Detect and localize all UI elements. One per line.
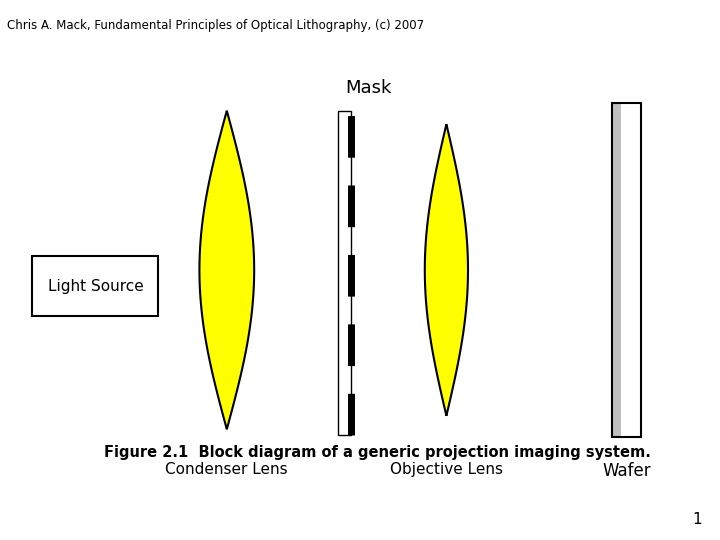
Bar <box>32 256 158 316</box>
Text: Condenser Lens: Condenser Lens <box>166 462 288 477</box>
Polygon shape <box>199 111 254 429</box>
Bar <box>338 111 351 435</box>
Text: Light Source: Light Source <box>48 279 143 294</box>
Bar <box>621 103 641 437</box>
Bar <box>612 103 621 437</box>
Text: 1: 1 <box>693 511 702 526</box>
Bar <box>612 103 641 437</box>
Text: Mask: Mask <box>346 79 392 97</box>
Polygon shape <box>425 124 468 416</box>
Text: Wafer: Wafer <box>602 462 651 480</box>
Text: Figure 2.1  Block diagram of a generic projection imaging system.: Figure 2.1 Block diagram of a generic pr… <box>104 446 652 461</box>
Text: Objective Lens: Objective Lens <box>390 462 503 477</box>
Text: Chris A. Mack, Fundamental Principles of Optical Lithography, (c) 2007: Chris A. Mack, Fundamental Principles of… <box>7 19 424 32</box>
